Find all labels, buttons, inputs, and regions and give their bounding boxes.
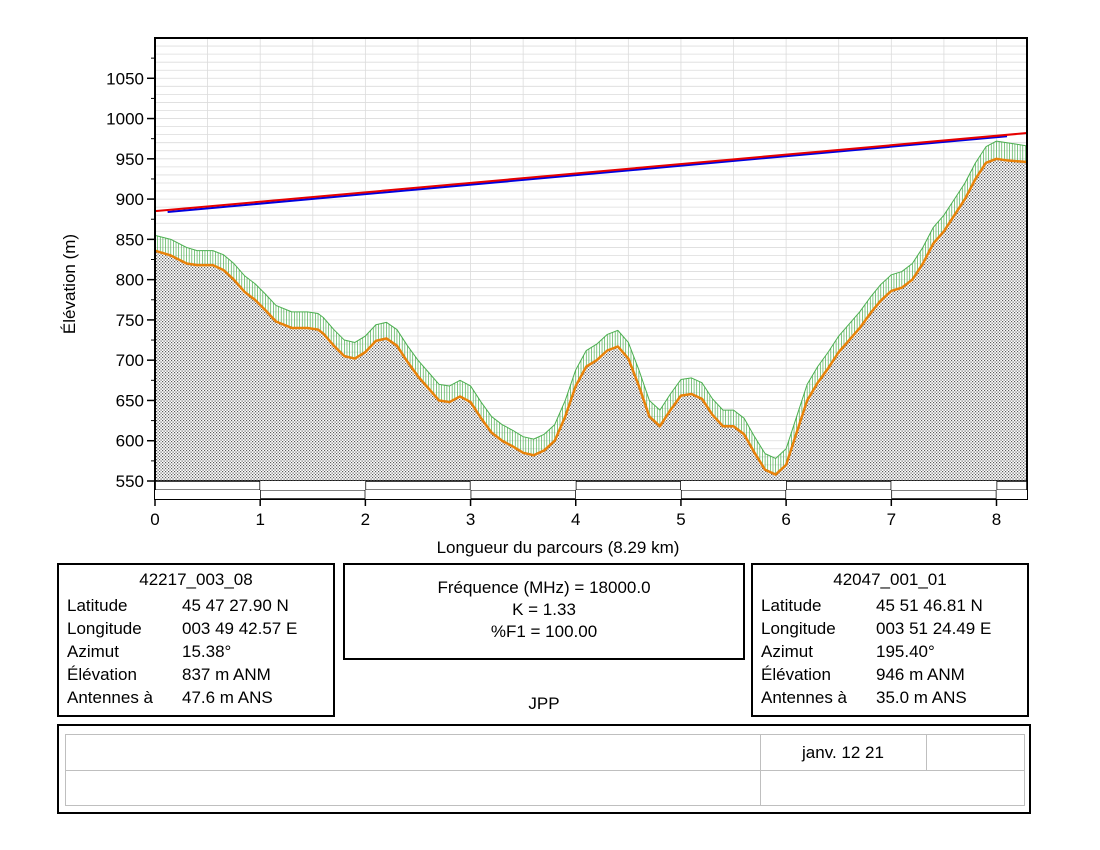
line-of-sight	[154, 132, 1028, 213]
scale-bar-segment	[786, 490, 892, 499]
y-tick-label: 550	[116, 472, 144, 491]
title-block-divider	[760, 735, 761, 805]
terrain-fill	[155, 158, 1027, 481]
x-tick-label: 0	[150, 510, 159, 529]
scale-bar-segment	[575, 490, 681, 499]
date-text: janv. 12 21	[802, 743, 884, 762]
station-row-label: Longitude	[761, 619, 836, 638]
station-row-value: 003 49 42.57 E	[182, 619, 298, 638]
k-factor-text: K = 1.33	[512, 600, 576, 619]
title-block-divider	[926, 735, 927, 770]
x-tick-label: 7	[887, 510, 896, 529]
x-tick-label: 3	[466, 510, 475, 529]
station-row-label: Élévation	[67, 665, 137, 684]
title-block-grid: janv. 12 21	[65, 734, 1025, 806]
station-row-value: 195.40°	[876, 642, 935, 661]
distance-scale-bar	[154, 480, 1028, 500]
line-layer	[154, 132, 1028, 476]
title-block-divider	[66, 770, 1024, 771]
x-axis-label: Longueur du parcours (8.29 km)	[437, 538, 680, 557]
y-tick-label: 1050	[106, 69, 144, 88]
left-station-panel: 42217_003_08 Latitude 45 47 27.90 N Longit…	[57, 563, 335, 717]
right-station-title: 42047_001_01	[833, 570, 947, 589]
clearance-hatch	[154, 141, 1026, 475]
station-row-value: 15.38°	[182, 642, 232, 661]
station-row-label: Antennes à	[67, 688, 154, 707]
station-row-label: Azimut	[761, 642, 813, 661]
right-station-rows: Latitude 45 51 46.81 N Longitude 003 51 24.…	[753, 594, 1027, 709]
scale-bar-segment	[260, 481, 366, 490]
station-row: Élévation 837 m ANM	[59, 663, 333, 686]
x-tick-label: 8	[992, 510, 1001, 529]
center-panel: Fréquence (MHz) = 18000.0 K = 1.33 %F1 =…	[343, 563, 745, 660]
station-row-label: Longitude	[67, 619, 142, 638]
fresnel-percent-text: %F1 = 100.00	[490, 622, 598, 641]
title-block: janv. 12 21	[57, 724, 1031, 814]
y-tick-label: 1000	[106, 110, 144, 129]
station-row-label: Élévation	[761, 665, 831, 684]
y-tick-label: 950	[116, 150, 144, 169]
x-tick-label: 6	[781, 510, 790, 529]
station-row-value: 45 51 46.81 N	[876, 596, 983, 615]
frequency-text: Fréquence (MHz) = 18000.0	[437, 578, 651, 597]
terrain-line	[154, 157, 1028, 476]
y-tick-label: 800	[116, 271, 144, 290]
station-row-value: 837 m ANM	[182, 665, 271, 684]
scale-bar-segment	[155, 490, 261, 499]
scale-bar-segment	[996, 490, 1027, 499]
station-row: Azimut 195.40°	[753, 640, 1027, 663]
station-row-value: 47.6 m ANS	[182, 688, 273, 707]
station-row-label: Latitude	[67, 596, 128, 615]
path-profile-chart: 550 600 650 700 750 800 850 900 950 1000 1050 0 1 2 3 4…	[60, 37, 1028, 557]
station-row-label: Antennes à	[761, 688, 848, 707]
y-axis-label: Élévation (m)	[60, 234, 79, 334]
station-row-label: Latitude	[761, 596, 822, 615]
left-station-title: 42217_003_08	[139, 570, 253, 589]
station-row: Latitude 45 51 46.81 N	[753, 594, 1027, 617]
station-row-value: 35.0 m ANS	[876, 688, 967, 707]
station-row: Antennes à 47.6 m ANS	[59, 686, 333, 709]
station-row: Antennes à 35.0 m ANS	[753, 686, 1027, 709]
operator-initials: JPP	[528, 694, 560, 713]
y-tick-label: 850	[116, 230, 144, 249]
station-row-value: 45 47 27.90 N	[182, 596, 289, 615]
station-row-value: 946 m ANM	[876, 665, 965, 684]
x-tick-label: 4	[571, 510, 580, 529]
station-row: Azimut 15.38°	[59, 640, 333, 663]
y-tick-label: 900	[116, 190, 144, 209]
axis-ticks: 550 600 650 700 750 800 850 900 950 1000 1050 0 1 2 3 4…	[106, 57, 1001, 529]
station-row-label: Azimut	[67, 642, 119, 661]
station-row: Longitude 003 51 24.49 E	[753, 617, 1027, 640]
x-tick-label: 5	[676, 510, 685, 529]
station-row: Élévation 946 m ANM	[753, 663, 1027, 686]
scale-bar-segment	[470, 481, 576, 490]
left-station-rows: Latitude 45 47 27.90 N Longitude 003 49 42.…	[59, 594, 333, 709]
x-tick-label: 1	[255, 510, 264, 529]
scale-bar-segment	[680, 481, 787, 490]
y-tick-label: 750	[116, 311, 144, 330]
y-tick-label: 700	[116, 351, 144, 370]
station-row-value: 003 51 24.49 E	[876, 619, 992, 638]
scale-bar-segment	[365, 490, 471, 499]
y-tick-label: 600	[116, 432, 144, 451]
fresnel-line	[167, 135, 1008, 213]
clearance-line	[154, 140, 1028, 459]
x-tick-label: 2	[361, 510, 370, 529]
terrain-layer	[154, 141, 1027, 481]
station-row: Longitude 003 49 42.57 E	[59, 617, 333, 640]
right-station-panel: 42047_001_01 Latitude 45 51 46.81 N Longit…	[751, 563, 1029, 717]
scale-bar-segment	[891, 481, 997, 490]
y-tick-label: 650	[116, 391, 144, 410]
station-row: Latitude 45 47 27.90 N	[59, 594, 333, 617]
